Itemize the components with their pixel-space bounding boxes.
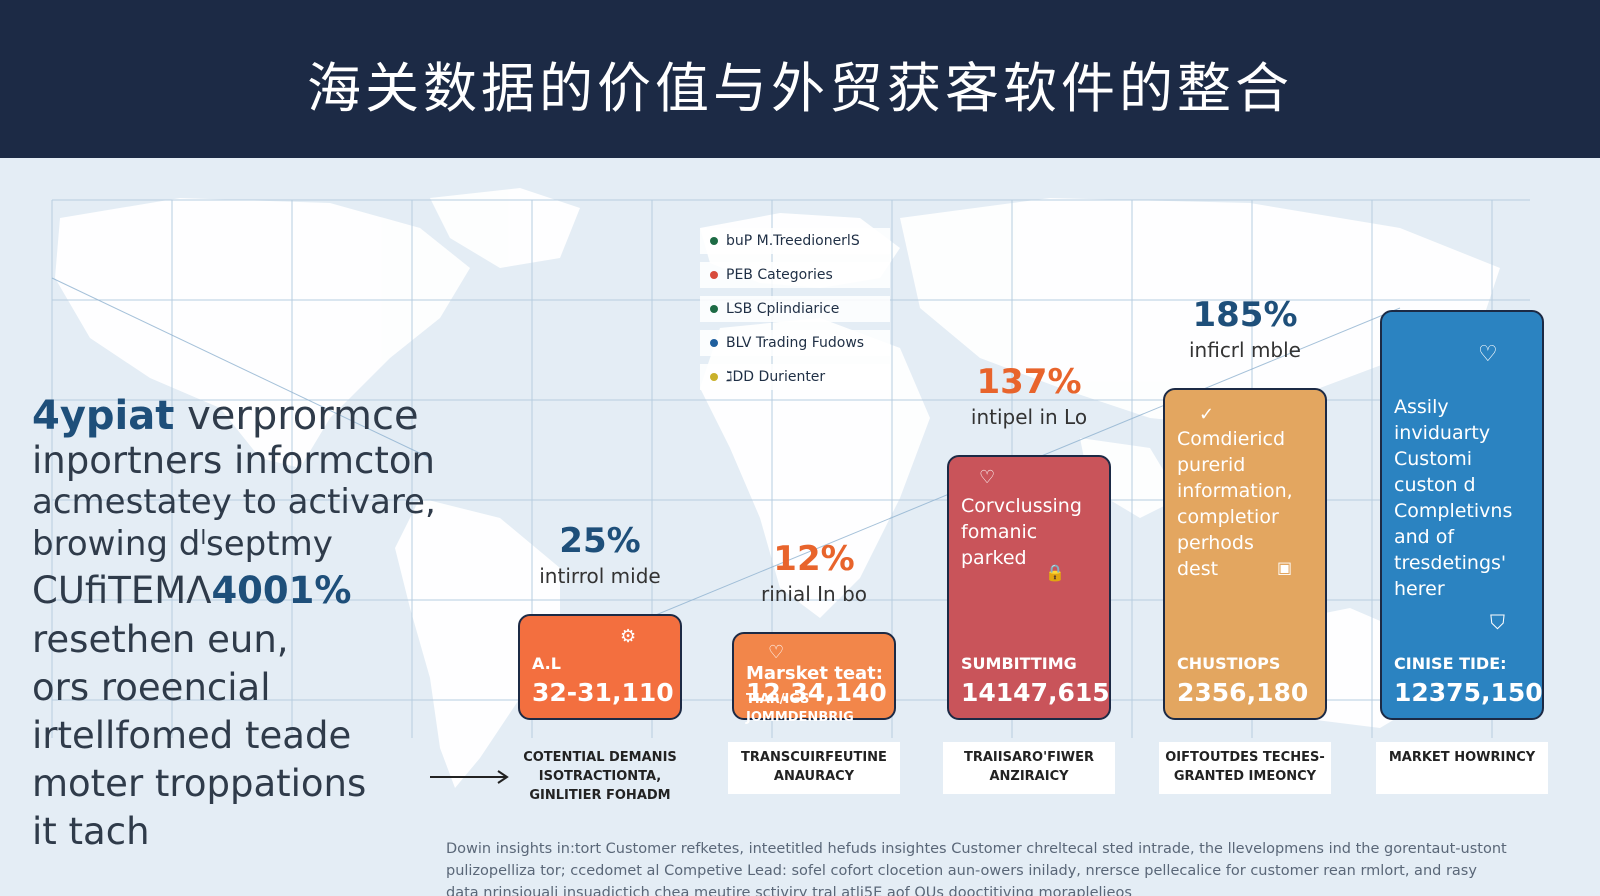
legend-item: PEB Categories (700, 262, 890, 288)
bar-description: Assily (1394, 396, 1449, 418)
bar-description: custon d (1394, 474, 1476, 496)
category-box (943, 742, 1115, 794)
gear-icon: ⚙ (620, 626, 637, 647)
legend-dot (710, 305, 718, 313)
left-line: it tach (32, 810, 150, 853)
bar-description: Customi (1394, 448, 1473, 470)
category-label: COTENTIAL DEMANIS ISOTRACTIONTA, GINLITI… (523, 750, 677, 803)
left-highlight: 4001% (211, 569, 352, 612)
bar-description: Corvclussing (961, 495, 1082, 517)
left-line: ors roeencial (32, 666, 271, 709)
percent-sublabel: rinial In bo (760, 582, 868, 606)
bar-description: dest (1177, 558, 1219, 580)
left-line: irtellfomed teade (32, 714, 352, 757)
percent-label: 25% (559, 521, 641, 561)
category-label: TRANSCUIRFEUTINE ANAURACY (741, 750, 887, 784)
category-box (1376, 742, 1548, 794)
category-label: OIFTOUTDES TECHES- GRANTED IMEONCY (1165, 750, 1325, 784)
left-line: inportners informcton (32, 439, 435, 482)
category-box (1159, 742, 1331, 794)
percent-sublabel: intirrol mide (539, 564, 661, 588)
bar-description: Comdiericd (1177, 428, 1286, 450)
left-line: browing dˡseptmy (32, 524, 333, 564)
legend-item: LSB Cplindiarice (700, 296, 890, 322)
bar: ✓ ▣ Comdiericd purerid information, completio… (1163, 388, 1327, 720)
legend-item: BLV Trading Fudows (700, 330, 890, 356)
bar-description: tresdetings' (1394, 552, 1507, 574)
left-line: acmestatey to activare, (32, 482, 436, 522)
bar-label: CHUSTIOPS (1177, 654, 1281, 673)
bar: ♡ Marsket teat: TIAR/IGS JOMMDENBRIG 12.34,1… (732, 632, 896, 725)
percent-label: 185% (1192, 295, 1298, 335)
bar-description: completior (1177, 506, 1279, 528)
footer-line: data nrinsiouali insuadictich chea meuti… (446, 885, 1132, 896)
arrow-icon (430, 770, 509, 784)
footer-line: Dowin insights in:tort Customer refketes… (446, 841, 1507, 857)
category-label: MARKET HOWRINCY (1388, 750, 1536, 765)
legend-label: PEB Categories (726, 267, 833, 283)
legend-dot (710, 237, 718, 245)
legend-item: ℷDD Durienter (700, 364, 890, 390)
heart-icon: ♡ (979, 467, 996, 488)
bar-value: 2356,180 (1177, 678, 1309, 707)
left-line: CUﬁTEΜΛ4001% (32, 566, 452, 616)
bar-value: 12.34,140 (746, 678, 887, 707)
legend-item: buP M.TreedionerlS (700, 228, 890, 254)
bar-label: CINISE TIDE: (1394, 654, 1507, 673)
heart-icon: ♡ (1478, 342, 1498, 367)
percent-sublabel: inficrl mble (1188, 338, 1301, 362)
legend-label: LSB Cplindiarice (726, 301, 840, 317)
bar-label: Marsket teat: (746, 663, 883, 684)
bar-value: 32-31,110 (532, 678, 674, 707)
legend-label: buP M.TreedionerlS (726, 233, 860, 249)
check-icon: ✓ (1199, 404, 1215, 425)
bar-label: JOMMDENBRIG (746, 710, 854, 725)
left-description: 4ypiat verprormce inportners informcton … (32, 392, 452, 856)
left-line: 4ypiat verprormce (32, 392, 452, 440)
left-highlight: 4ypiat (32, 393, 175, 439)
percent-label: 12% (773, 539, 855, 579)
bar-description: information, (1177, 480, 1293, 502)
bar-description: fomanic (961, 521, 1038, 543)
bar-description: purerid (1177, 454, 1246, 476)
bar-label: A.L (532, 654, 561, 673)
gift-icon: ⛉ (1490, 610, 1505, 634)
heart-icon: ♡ (768, 642, 785, 663)
bar-value: 14147,615 (961, 678, 1110, 707)
legend-dot (710, 339, 718, 347)
legend-dot (710, 373, 718, 381)
category-box (728, 742, 900, 794)
bar-description: inviduarty (1394, 422, 1491, 444)
left-line: resethen eun, (32, 618, 289, 661)
bar-label: TIAR/IGS (746, 692, 810, 707)
bar: ♡ ⛉ Assily inviduarty Customi custon d Complet… (1380, 310, 1544, 720)
bar-description: Completivns (1394, 500, 1513, 522)
legend-label: ℷDD Durienter (726, 369, 826, 385)
category-label: TRAIISARO'FIWER ANZIRAICY (963, 750, 1095, 784)
header-bar: 海关数据的价值与外贸获客软件的整合 (0, 0, 1600, 158)
bar: ♡ 🔒 Corvclussing fomanic parked SUMBITTIMG 141… (947, 455, 1111, 720)
lock-icon: 🔒 (1045, 563, 1065, 582)
bar-description: and of (1394, 526, 1455, 548)
bar-label: SUMBITTIMG (961, 654, 1077, 673)
legend-dot (710, 271, 718, 279)
footer-line: pulizopelliza tor; ccedomet al Competive… (446, 863, 1477, 879)
percent-label: 137% (976, 362, 1082, 402)
left-line-part: CUﬁTEΜΛ (32, 569, 212, 612)
page-title: 海关数据的价值与外贸获客软件的整合 (307, 57, 1293, 120)
box-icon: ▣ (1277, 558, 1293, 577)
bar: ⚙ A.L 32-31,110 (518, 614, 682, 720)
bar-description: parked (961, 547, 1027, 569)
bar-description: herer (1394, 578, 1445, 600)
bar-value: 12375,150 (1394, 678, 1543, 707)
legend-label: BLV Trading Fudows (726, 335, 865, 351)
footer-text: Dowin insights in:tort Customer refketes… (446, 838, 1566, 896)
percent-sublabel: intipel in Lo (970, 405, 1088, 429)
bar-description: perhods (1177, 532, 1254, 554)
left-line-rest: verprormce (174, 393, 419, 439)
left-line: moter troppations (32, 762, 367, 805)
